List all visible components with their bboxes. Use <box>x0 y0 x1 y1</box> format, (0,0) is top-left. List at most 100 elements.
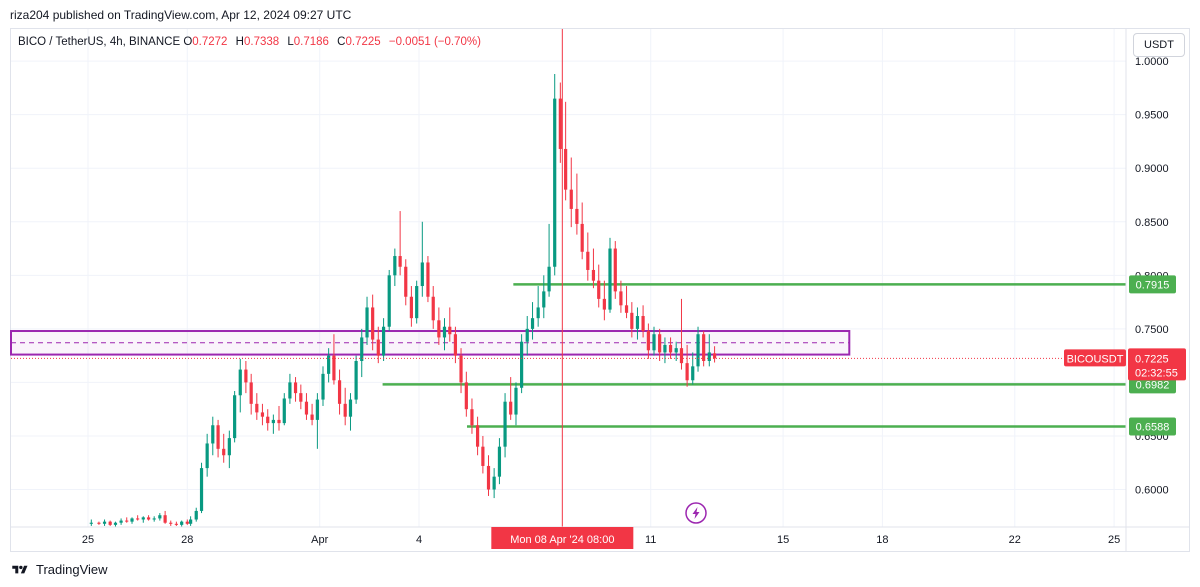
candle-body <box>381 326 386 356</box>
y-tick-label: 0.6000 <box>1135 485 1169 497</box>
candle-body <box>558 98 562 149</box>
candle-body <box>125 520 129 522</box>
candle-body <box>321 373 325 400</box>
candle-body <box>547 266 551 292</box>
candle-body <box>189 519 193 524</box>
candle-body <box>354 361 358 400</box>
candle-body <box>459 355 463 383</box>
x-tick-label: Apr <box>311 534 328 546</box>
candle-body <box>288 382 292 399</box>
currency-button[interactable]: USDT <box>1133 33 1185 57</box>
candle-body <box>371 307 375 340</box>
high-value: 0.7338 <box>243 36 280 48</box>
candle-body <box>464 382 468 410</box>
close-value: 0.7225 <box>345 36 381 48</box>
crosshair-time-tag <box>491 527 634 549</box>
candle-body <box>205 443 209 469</box>
open-label: O <box>183 36 193 48</box>
candle-body <box>343 403 347 417</box>
candle-body <box>580 223 584 252</box>
candle-body <box>420 262 424 287</box>
resistance-zone <box>10 330 851 356</box>
candle-body <box>102 521 107 524</box>
candle-body <box>97 522 101 524</box>
candle-body <box>304 401 309 415</box>
candle-body <box>136 518 140 520</box>
candle-body <box>564 148 568 190</box>
candle-body <box>146 517 151 520</box>
candle-body <box>332 355 336 381</box>
candles <box>89 73 717 527</box>
candle-body <box>89 522 93 524</box>
candle-body <box>641 316 645 332</box>
high-label: H <box>235 36 244 48</box>
candle-body <box>569 189 573 209</box>
candle-body <box>174 523 178 525</box>
candle-body <box>194 510 198 520</box>
candle-body <box>591 269 596 281</box>
x-tick-label: 28 <box>181 534 193 546</box>
candle-body <box>216 425 220 449</box>
y-tick-label: 0.7500 <box>1135 324 1169 336</box>
symbol-title[interactable]: BICO / TetherUS, 4h, BINANCE <box>18 36 181 48</box>
candle-body <box>266 416 270 424</box>
candle-body <box>310 414 314 420</box>
x-tick-label: 15 <box>777 534 789 546</box>
candle-body <box>470 409 474 426</box>
candle-body <box>199 468 204 511</box>
candle-body <box>712 353 717 359</box>
x-tick-label: 4 <box>416 534 422 546</box>
candle-body <box>553 98 557 267</box>
symbol-tag <box>1064 349 1126 367</box>
candle-body <box>536 307 540 319</box>
candle-body <box>113 522 118 525</box>
candle-body <box>530 318 535 329</box>
candle-body <box>152 518 156 520</box>
publisher-line: riza204 published on TradingView.com, Ap… <box>10 8 352 22</box>
time-axis: 25 28 Apr 4 11 15 18 22 25 <box>11 526 1189 546</box>
candle-body <box>130 518 134 522</box>
candle-body <box>691 366 695 381</box>
candle-body <box>227 438 231 456</box>
change-value: −0.0051 (−0.70%) <box>388 36 481 48</box>
candle-body <box>685 363 689 381</box>
candle-body <box>492 476 496 490</box>
y-tick-label: 0.9000 <box>1135 163 1169 175</box>
lightning-icon[interactable] <box>685 502 707 524</box>
support-price-tag <box>1129 417 1176 436</box>
candle-body <box>431 296 435 321</box>
low-value: 0.7186 <box>293 36 329 48</box>
candle-body <box>158 515 162 519</box>
candle-body <box>180 521 184 525</box>
candle-body <box>255 403 259 413</box>
candle-body <box>481 446 485 466</box>
tradingview-logo-icon <box>12 565 28 573</box>
candle-body <box>222 448 226 456</box>
candle-body <box>277 419 281 424</box>
y-tick-label: 0.9500 <box>1135 110 1169 122</box>
candle-body <box>707 352 711 361</box>
chart-frame <box>10 28 1190 552</box>
candle-body <box>608 248 612 310</box>
low-label: L <box>287 36 294 48</box>
symbol-tag-label: BICOUSDT <box>1067 353 1124 365</box>
support-price-label: 0.6982 <box>1136 379 1170 391</box>
support-price-label: 0.6588 <box>1136 422 1170 434</box>
open-value: 0.7272 <box>192 36 228 48</box>
candle-body <box>442 326 447 338</box>
candle-body <box>108 521 112 525</box>
candle-body <box>398 256 402 267</box>
candle-body <box>696 334 700 367</box>
candle-body <box>658 334 662 353</box>
candle-body <box>249 382 253 404</box>
support-price-tag <box>1129 275 1176 294</box>
candle-body <box>260 412 265 417</box>
candle-body <box>365 307 369 338</box>
candle-body <box>475 425 480 447</box>
candle-body <box>674 348 678 353</box>
candle-body <box>415 286 419 319</box>
candle-body <box>602 298 606 310</box>
candle-body <box>271 419 275 424</box>
footer-brand[interactable]: TradingView <box>10 562 108 577</box>
